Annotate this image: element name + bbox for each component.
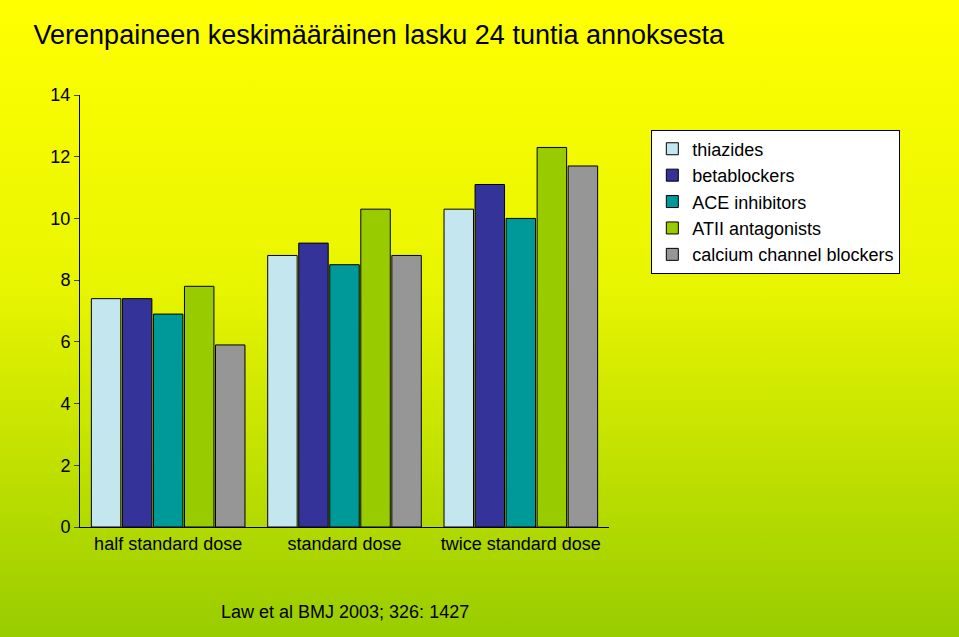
svg-text:10: 10 <box>50 209 70 229</box>
svg-text:12: 12 <box>50 147 70 167</box>
svg-text:4: 4 <box>60 394 70 414</box>
svg-text:half standard dose: half standard dose <box>94 534 242 554</box>
svg-text:ATII antagonists: ATII antagonists <box>692 219 821 239</box>
svg-text:ACE inhibitors: ACE inhibitors <box>692 193 806 213</box>
svg-text:8: 8 <box>60 270 70 290</box>
svg-text:standard dose: standard dose <box>287 534 401 554</box>
svg-text:14: 14 <box>50 85 70 105</box>
svg-text:0: 0 <box>60 517 70 537</box>
svg-text:Law et al BMJ 2003; 326: 1427: Law et al BMJ 2003; 326: 1427 <box>221 602 469 622</box>
svg-text:calcium channel blockers: calcium channel blockers <box>692 245 893 265</box>
svg-text:twice standard dose: twice standard dose <box>441 534 601 554</box>
svg-text:6: 6 <box>60 332 70 352</box>
svg-text:2: 2 <box>60 456 70 476</box>
svg-text:Verenpaineen keskimääräinen la: Verenpaineen keskimääräinen lasku 24 tun… <box>34 20 725 50</box>
svg-text:betablockers: betablockers <box>692 166 794 186</box>
svg-text:thiazides: thiazides <box>692 140 763 160</box>
